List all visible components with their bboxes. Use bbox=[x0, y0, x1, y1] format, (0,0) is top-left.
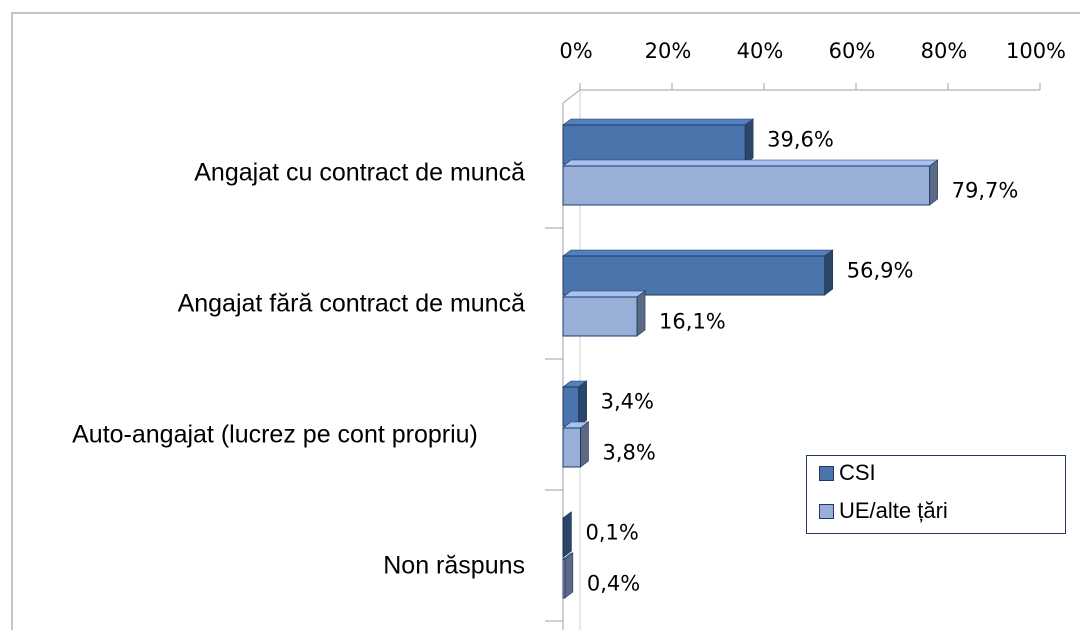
value-label: 79,7% bbox=[952, 179, 1019, 203]
category-label: Auto-angajat (lucrez pe cont propriu) bbox=[72, 420, 478, 448]
legend-swatch bbox=[819, 503, 834, 519]
legend-label: CSI bbox=[839, 460, 876, 485]
bar bbox=[562, 124, 746, 165]
bar-side bbox=[744, 118, 754, 165]
value-label: 3,4% bbox=[601, 390, 654, 414]
category-label: Angajat fără contract de muncă bbox=[177, 289, 525, 317]
bar-side bbox=[824, 249, 834, 296]
bar bbox=[562, 517, 564, 558]
bar-top bbox=[562, 249, 834, 257]
bar bbox=[562, 296, 638, 337]
x-tick-label: 100% bbox=[1006, 39, 1066, 63]
bar bbox=[562, 165, 931, 206]
legend-label: UE/alte țări bbox=[839, 498, 948, 523]
bar bbox=[562, 386, 580, 427]
value-label: 3,8% bbox=[602, 441, 655, 465]
bar-top bbox=[562, 290, 646, 298]
value-label: 16,1% bbox=[659, 310, 726, 334]
bar-side bbox=[563, 511, 572, 558]
x-tick-label: 20% bbox=[645, 39, 692, 63]
bar-side bbox=[564, 552, 574, 599]
x-tick-label: 60% bbox=[829, 39, 876, 63]
bar bbox=[562, 255, 826, 296]
value-label: 56,9% bbox=[847, 259, 914, 283]
legend-item: CSI bbox=[819, 460, 876, 486]
bar bbox=[562, 427, 581, 468]
legend-item: UE/alte țări bbox=[819, 498, 948, 524]
legend: CSI UE/alte țări bbox=[806, 455, 1066, 534]
legend-swatch bbox=[819, 465, 834, 481]
bar bbox=[562, 558, 566, 599]
value-label: 0,4% bbox=[587, 572, 640, 596]
axis-corner bbox=[562, 89, 581, 104]
frame bbox=[11, 12, 1080, 630]
bar-top bbox=[562, 159, 939, 167]
bar-side bbox=[580, 421, 589, 468]
x-tick-label: 40% bbox=[737, 39, 784, 63]
value-label: 0,1% bbox=[585, 521, 638, 545]
category-label: Angajat cu contract de muncă bbox=[194, 158, 525, 186]
bar-side bbox=[636, 290, 646, 337]
x-tick-label: 80% bbox=[921, 39, 968, 63]
bar-top bbox=[562, 118, 755, 126]
category-label: Non răspuns bbox=[383, 551, 525, 579]
bar-side bbox=[929, 159, 938, 206]
x-tick-label: 0% bbox=[559, 39, 592, 63]
value-label: 39,6% bbox=[767, 128, 834, 152]
bar-side bbox=[578, 380, 587, 427]
